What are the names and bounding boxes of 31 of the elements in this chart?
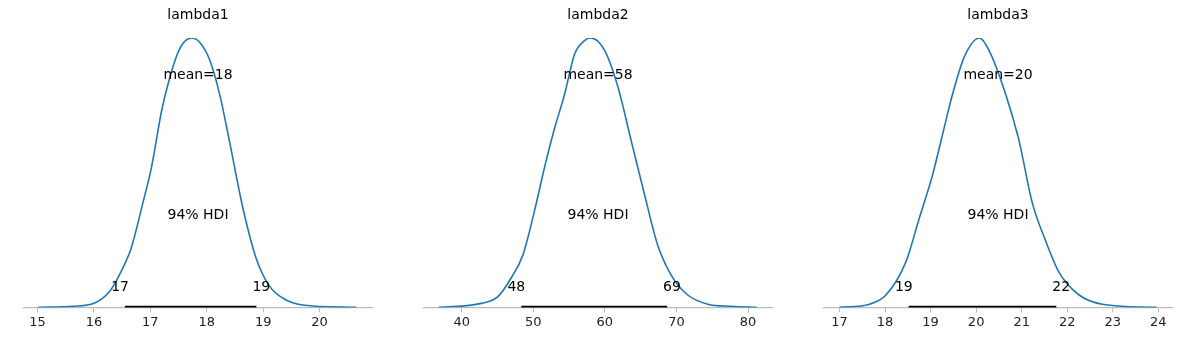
- x-tick-label: 19: [254, 313, 272, 329]
- x-tick-label: 21: [1013, 313, 1030, 329]
- annotation: 69: [663, 278, 681, 295]
- x-tick-label: 20: [967, 313, 985, 329]
- annotation: 48: [507, 278, 526, 295]
- x-tick-label: 18: [198, 313, 216, 329]
- x-tick-label: 60: [596, 313, 614, 329]
- annotation: 94% HDI: [567, 206, 629, 223]
- x-tick-label: 50: [524, 313, 542, 329]
- x-tick-label: 18: [876, 313, 894, 329]
- chart-title: lambda3: [967, 5, 1029, 22]
- annotation: 94% HDI: [167, 206, 229, 223]
- x-tick-label: 24: [1150, 313, 1167, 329]
- chart-title: lambda2: [567, 5, 629, 22]
- x-tick-label: 22: [1058, 313, 1076, 329]
- x-tick-label: 15: [29, 313, 46, 329]
- x-tick-label: 40: [453, 313, 470, 329]
- annotation: 17: [111, 278, 129, 295]
- x-tick-label: 23: [1104, 313, 1122, 329]
- x-tick-label: 16: [85, 313, 103, 329]
- x-tick-label: 20: [311, 313, 328, 329]
- annotation: 19: [252, 278, 271, 295]
- annotation: 22: [1052, 278, 1071, 295]
- x-tick-label: 80: [739, 313, 757, 329]
- annotation: 94% HDI: [967, 206, 1029, 223]
- x-tick-label: 17: [831, 313, 848, 329]
- x-tick-label: 17: [142, 313, 159, 329]
- x-tick-label: 19: [922, 313, 939, 329]
- x-tick-label: 70: [668, 313, 685, 329]
- annotation: 19: [894, 278, 913, 295]
- chart-title: lambda1: [167, 5, 229, 22]
